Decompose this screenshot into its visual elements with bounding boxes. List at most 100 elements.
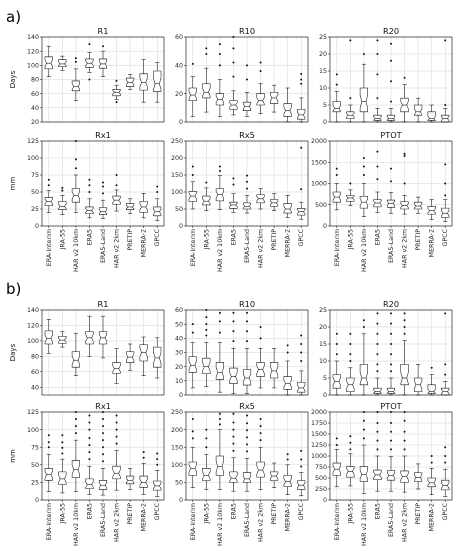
box-body	[202, 83, 211, 99]
box-PRETIP	[126, 74, 135, 90]
flier-point	[444, 104, 447, 106]
box-ERA5-Land	[242, 174, 252, 214]
flier-point	[390, 363, 392, 366]
flier-point	[362, 157, 365, 159]
y-tick-label: 40	[31, 105, 39, 112]
flier-point	[300, 146, 303, 149]
box-MERRA-2	[283, 195, 292, 218]
flier-point	[232, 183, 235, 186]
x-tick-label: HAR v2 2km	[114, 503, 121, 542]
flier-point	[376, 39, 379, 42]
flier-point	[246, 187, 248, 190]
flier-point	[205, 437, 208, 440]
flier-point	[286, 344, 289, 347]
flier-point	[88, 184, 91, 187]
subplot-R10: 0 20 40 60 R10	[175, 26, 309, 126]
box-JRA-55	[202, 309, 211, 387]
box-MERRA-2	[427, 104, 437, 123]
x-tick-label: HAR v2 10km	[73, 229, 80, 272]
flier-point	[156, 463, 159, 466]
subplot-R20: 0 5 10 15 20 25 R20	[319, 26, 453, 126]
box-HAR v2 10km	[215, 43, 224, 117]
flier-point	[47, 446, 50, 449]
flier-point	[232, 330, 235, 333]
flier-point	[259, 425, 262, 428]
y-tick-label: 50	[175, 206, 183, 213]
flier-point	[88, 451, 91, 454]
box-GPCC	[297, 449, 306, 497]
flier-point	[232, 435, 235, 438]
axes-frame	[41, 309, 165, 396]
box-ERA5	[85, 414, 94, 495]
box-body	[346, 195, 355, 202]
flier-point	[349, 182, 352, 185]
flier-point	[115, 435, 118, 438]
x-tick-label: JRA-55	[347, 229, 354, 250]
flier-point	[232, 61, 235, 64]
y-tick-label: 2000	[311, 138, 327, 145]
flier-point	[88, 444, 91, 447]
box-GPCC	[297, 146, 306, 220]
box-HAR v2 10km	[71, 57, 80, 102]
y-tick-label: 150	[171, 172, 183, 179]
x-tick-label: ERA5	[374, 503, 381, 519]
flier-point	[430, 366, 433, 369]
flier-point	[349, 343, 352, 345]
y-tick-label: 120	[27, 323, 39, 330]
box-body	[297, 108, 306, 120]
subplot-Rx5: 0 50 100 150 200 250 Rx5 ERA-Interim JRA-55 HAR v…	[171, 130, 309, 272]
flier-point	[88, 414, 91, 417]
x-tick-label: ERA5	[374, 229, 381, 245]
x-tick-label: ERA-Interim	[190, 503, 197, 540]
x-tick-label: HAR v2 2km	[258, 503, 265, 542]
flier-point	[232, 421, 235, 424]
box-ERA5-Land	[98, 315, 108, 359]
box-JRA-55	[346, 332, 355, 396]
x-tick-label: HAR v2 10km	[217, 229, 224, 272]
flier-point	[376, 322, 379, 325]
flier-point	[300, 72, 303, 75]
flier-point	[115, 79, 118, 82]
flier-point	[390, 59, 392, 62]
box-HAR v2 10km	[71, 332, 80, 376]
flier-point	[390, 167, 392, 170]
x-tick-label: PRETIP	[271, 229, 278, 251]
x-tick-label: ERA5-Land	[100, 229, 107, 263]
box-body	[242, 369, 252, 386]
subplot-Rx1: 0 25 50 75 100 125 Rx1 mm ERA-Interim JRA-55 HAR v…	[9, 130, 165, 272]
flier-point	[102, 460, 104, 463]
box-ERA-Interim	[44, 318, 53, 354]
flier-point	[403, 182, 406, 185]
x-tick-label: MERRA-2	[285, 229, 292, 257]
box-body	[153, 346, 162, 368]
box-body	[202, 357, 211, 375]
flier-point	[362, 165, 365, 168]
y-tick-label: 1500	[311, 431, 327, 438]
x-tick-label: JRA-55	[203, 503, 210, 524]
panel-label: b)	[6, 280, 21, 298]
box-body	[386, 114, 396, 121]
flier-point	[376, 332, 379, 335]
box-body	[112, 89, 121, 97]
box-ERA-Interim	[188, 418, 197, 488]
flier-point	[390, 322, 392, 325]
flier-point	[88, 78, 91, 81]
box-HAR v2 10km	[215, 311, 224, 393]
box-ERA5-Land	[386, 42, 396, 123]
box-body	[112, 362, 121, 374]
x-tick-label: GPCC	[298, 228, 305, 246]
flier-point	[102, 446, 104, 449]
box-ERA-Interim	[188, 323, 197, 389]
flier-point	[218, 331, 221, 334]
flier-point	[191, 174, 194, 176]
y-tick-label: 1750	[311, 420, 327, 427]
box-body	[346, 466, 355, 478]
y-tick-label: 20	[319, 51, 327, 58]
flier-point	[444, 446, 447, 449]
flier-point	[390, 430, 392, 433]
flier-point	[376, 53, 379, 55]
box-HAR v2 2km	[256, 61, 265, 114]
flier-point	[246, 78, 248, 81]
y-tick-label: 25	[319, 34, 327, 41]
flier-point	[102, 418, 104, 421]
